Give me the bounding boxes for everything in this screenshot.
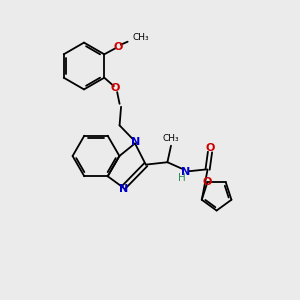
Text: N: N [131, 137, 140, 147]
Text: H: H [178, 173, 186, 183]
Text: N: N [182, 167, 190, 177]
Text: CH₃: CH₃ [163, 134, 179, 143]
Text: O: O [205, 143, 215, 153]
Text: O: O [111, 83, 120, 93]
Text: O: O [113, 42, 122, 52]
Text: O: O [203, 177, 212, 187]
Text: CH₃: CH₃ [133, 33, 149, 42]
Text: N: N [119, 184, 128, 194]
